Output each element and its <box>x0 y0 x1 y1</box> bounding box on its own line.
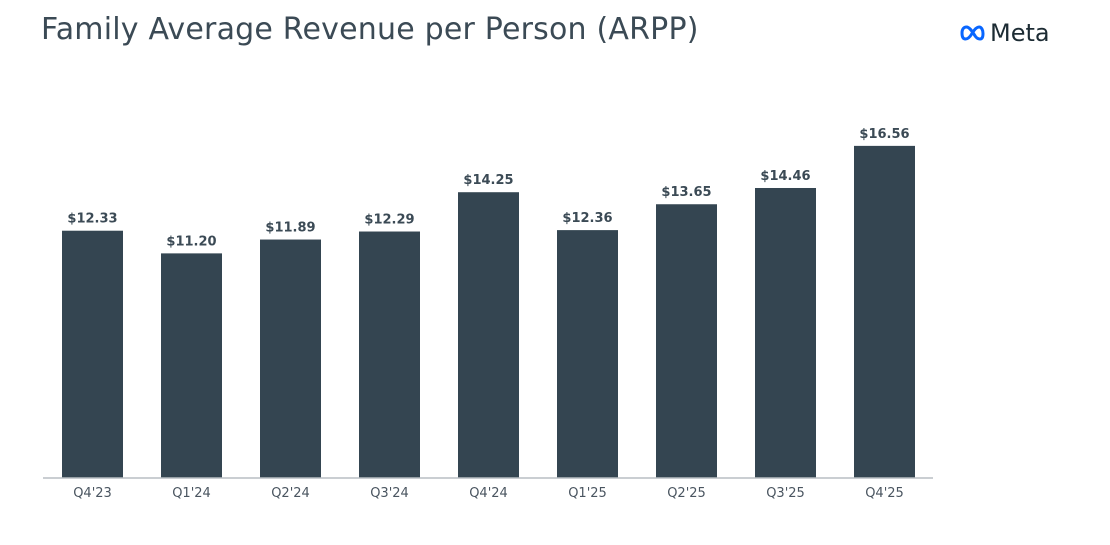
bar <box>260 239 321 478</box>
data-label: $11.20 <box>166 234 216 249</box>
bar <box>359 231 420 478</box>
x-tick-label: Q1'24 <box>172 486 211 501</box>
data-label: $12.29 <box>364 213 414 228</box>
x-tick-label: Q2'25 <box>667 486 706 501</box>
data-label: $12.33 <box>67 212 117 227</box>
data-label: $11.89 <box>265 221 315 236</box>
data-label: $13.65 <box>661 185 711 200</box>
bar <box>557 230 618 478</box>
x-tick-label: Q2'24 <box>271 486 310 501</box>
bar <box>854 145 915 478</box>
chart-title: Family Average Revenue per Person (ARPP) <box>41 12 699 47</box>
x-tick-label: Q3'25 <box>766 486 805 501</box>
logo-text: Meta <box>990 19 1050 47</box>
meta-logo: Meta <box>958 19 1050 47</box>
data-label: $12.36 <box>562 211 612 226</box>
bar <box>161 253 222 478</box>
data-label: $14.25 <box>463 173 513 188</box>
x-tick-label: Q4'24 <box>469 486 508 501</box>
x-tick-label: Q4'25 <box>865 486 904 501</box>
bar <box>62 230 123 478</box>
x-tick-label: Q1'25 <box>568 486 607 501</box>
data-label: $16.56 <box>859 127 909 142</box>
bar <box>458 192 519 479</box>
bar <box>656 204 717 478</box>
x-tick-label: Q4'23 <box>73 486 112 501</box>
x-tick-label: Q3'24 <box>370 486 409 501</box>
bar <box>755 187 816 478</box>
meta-infinity-icon <box>960 25 985 41</box>
data-label: $14.46 <box>760 169 810 184</box>
